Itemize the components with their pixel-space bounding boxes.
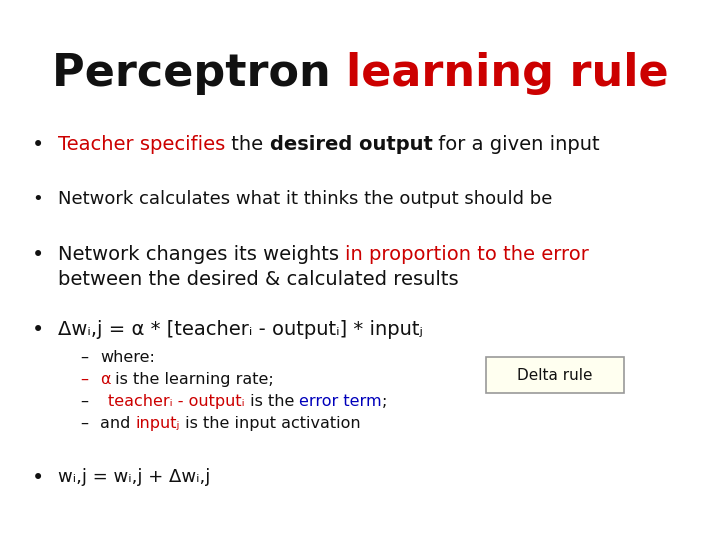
Text: and: and: [100, 416, 135, 431]
Text: in proportion to the error: in proportion to the error: [346, 245, 589, 264]
Text: learning rule: learning rule: [346, 52, 668, 95]
Text: the: the: [225, 135, 269, 154]
FancyBboxPatch shape: [487, 357, 624, 393]
Text: Perceptron: Perceptron: [52, 52, 346, 95]
Text: ;: ;: [382, 394, 387, 409]
Text: Teacher specifies: Teacher specifies: [58, 135, 225, 154]
Text: error term: error term: [299, 394, 382, 409]
Text: •: •: [32, 190, 42, 208]
Text: where:: where:: [100, 350, 155, 365]
Text: is the learning rate;: is the learning rate;: [110, 372, 274, 387]
Text: inputⱼ: inputⱼ: [135, 416, 180, 431]
Text: Δwᵢ,j = α * [teacherᵢ - outputᵢ] * inputⱼ: Δwᵢ,j = α * [teacherᵢ - outputᵢ] * input…: [58, 320, 423, 339]
Text: α: α: [100, 372, 110, 387]
Text: is the: is the: [245, 394, 299, 409]
Text: teacherᵢ - outputᵢ: teacherᵢ - outputᵢ: [108, 394, 245, 409]
Text: is the input activation: is the input activation: [180, 416, 361, 431]
Text: –: –: [80, 372, 88, 387]
Text: –: –: [80, 394, 88, 409]
Text: Delta rule: Delta rule: [517, 368, 593, 382]
Text: –: –: [80, 416, 88, 431]
Text: –: –: [80, 350, 88, 365]
Text: •: •: [32, 468, 44, 488]
Text: between the desired & calculated results: between the desired & calculated results: [58, 270, 459, 289]
Text: Network calculates what it thinks the output should be: Network calculates what it thinks the ou…: [58, 190, 552, 208]
Text: •: •: [32, 320, 44, 340]
Text: for a given input: for a given input: [433, 135, 600, 154]
Text: wᵢ,j = wᵢ,j + Δwᵢ,j: wᵢ,j = wᵢ,j + Δwᵢ,j: [58, 468, 210, 486]
Text: •: •: [32, 245, 44, 265]
Text: Network changes its weights: Network changes its weights: [58, 245, 346, 264]
Text: desired output: desired output: [269, 135, 433, 154]
Text: •: •: [32, 135, 44, 155]
